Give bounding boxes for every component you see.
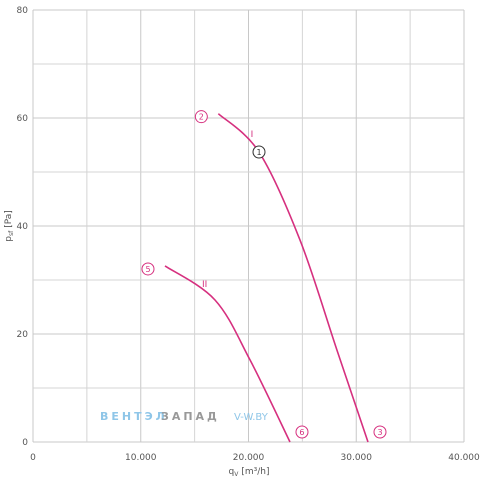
curve xyxy=(164,265,291,443)
y-tick-label: 40 xyxy=(17,222,29,232)
x-tick-label: 20.000 xyxy=(233,453,265,463)
curve-marker-label: 6 xyxy=(299,428,304,437)
watermark: ВЕНТЭЛ xyxy=(100,410,168,423)
y-tick-label: 80 xyxy=(17,6,29,16)
operating-point xyxy=(252,145,266,159)
curve-marker xyxy=(194,110,208,124)
curve xyxy=(217,113,369,443)
x-tick-label: 40.000 xyxy=(448,453,480,463)
curve-marker xyxy=(373,425,387,439)
operating-point-label: 1 xyxy=(256,148,261,157)
watermark: V-W.BY xyxy=(234,412,269,423)
curve-marker-label: 3 xyxy=(377,428,382,437)
y-tick-label: 60 xyxy=(17,114,29,124)
x-tick-label: 10.000 xyxy=(125,453,157,463)
x-tick-label: 30.000 xyxy=(341,453,373,463)
series-label: I xyxy=(251,130,254,140)
x-tick-label: 0 xyxy=(30,453,36,463)
y-tick-label: 0 xyxy=(22,438,28,448)
curve-marker xyxy=(295,425,309,439)
series-label: II xyxy=(202,280,207,290)
curve-marker-label: 5 xyxy=(145,265,150,274)
curve-marker-label: 2 xyxy=(199,113,204,122)
x-axis-label: qV [m³/h] xyxy=(229,467,270,478)
y-axis-label: psf[Pa] xyxy=(4,210,15,242)
curve-marker xyxy=(141,262,155,276)
y-tick-label: 20 xyxy=(17,330,29,340)
watermark: ЗАПАД xyxy=(161,410,220,423)
